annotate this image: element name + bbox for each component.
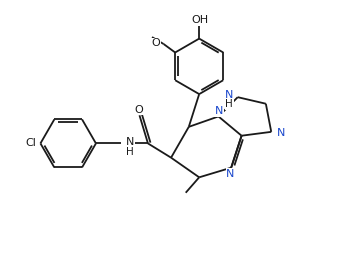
- Text: N: N: [225, 90, 233, 100]
- Text: H: H: [126, 147, 134, 157]
- Text: Cl: Cl: [26, 138, 37, 148]
- Text: N: N: [215, 106, 224, 116]
- Text: O: O: [134, 105, 143, 115]
- Text: N: N: [126, 137, 134, 147]
- Text: H: H: [225, 99, 233, 109]
- Text: N: N: [226, 169, 235, 179]
- Text: OH: OH: [192, 15, 209, 25]
- Text: N: N: [277, 128, 285, 138]
- Text: O: O: [152, 38, 161, 48]
